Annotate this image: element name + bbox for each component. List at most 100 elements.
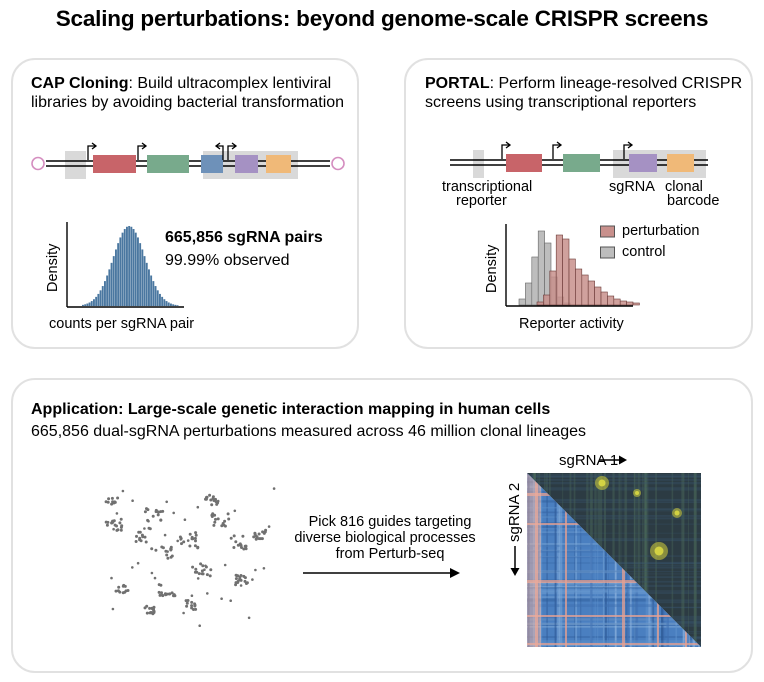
cap-histogram <box>66 222 184 308</box>
umap-point <box>115 528 119 532</box>
cap-cloning-description: : Build ultracomplex lentiviral librarie… <box>31 75 345 111</box>
heatmap-stripe <box>527 586 701 588</box>
heatmap-stripe <box>527 622 701 626</box>
heatmap-stripe <box>527 619 701 621</box>
heatmap-stripe <box>575 473 578 647</box>
umap-point <box>263 530 267 534</box>
umap-point <box>166 556 170 560</box>
umap-point <box>200 572 204 576</box>
interaction-heatmap <box>527 473 701 647</box>
umap-point <box>251 578 254 581</box>
heatmap-stripe <box>527 598 701 602</box>
umap-point <box>168 592 172 596</box>
heatmap-stripe <box>527 473 541 647</box>
cap-hist-bar <box>84 304 87 306</box>
portal-perturbation-bar <box>619 300 627 306</box>
umap-point <box>261 530 265 534</box>
heatmap-stripe <box>527 517 701 520</box>
portal-part-green <box>563 154 600 172</box>
axis-sgrna1-label: sgRNA 1 <box>559 452 619 469</box>
heatmap-stripe <box>527 625 701 628</box>
cap-hist-bar <box>112 256 115 306</box>
umap-point <box>212 523 216 527</box>
heatmap-stripe <box>527 540 701 542</box>
portal-control-bar <box>525 282 533 306</box>
heatmap-stripe <box>527 596 701 599</box>
portal-label-barcode-line1: clonal <box>665 179 703 195</box>
heatmap-stripe <box>655 473 657 647</box>
heatmap-stripe <box>527 508 701 511</box>
portal-part-purple <box>629 154 657 172</box>
umap-point <box>118 521 122 525</box>
cap-hist-bar <box>165 301 168 306</box>
heatmap-stripe <box>624 473 628 647</box>
umap-point <box>149 611 153 615</box>
portal-perturbation-bar <box>632 302 640 306</box>
portal-perturbation-bar <box>594 286 602 306</box>
umap-point <box>148 606 152 610</box>
umap-point <box>143 527 146 530</box>
cap-part-orange <box>266 155 291 173</box>
heatmap-stripe <box>527 474 701 476</box>
umap-point <box>239 584 243 587</box>
portal-ylabel: Density <box>484 244 500 293</box>
umap-point <box>197 572 201 576</box>
umap-point <box>233 509 237 513</box>
heatmap-stripe <box>637 473 639 647</box>
umap-point <box>190 537 194 541</box>
umap-point <box>232 534 236 538</box>
umap-point <box>152 608 155 612</box>
umap-point <box>138 538 142 542</box>
portal-heading: PORTAL <box>425 75 490 92</box>
umap-point <box>152 605 156 609</box>
heatmap-stripe <box>602 473 605 647</box>
heatmap-stripe <box>527 590 701 594</box>
heatmap-stripe <box>527 555 701 557</box>
axis-sgrna2-label: sgRNA 2 <box>506 482 523 542</box>
umap-point <box>229 536 233 540</box>
umap-point <box>157 583 161 587</box>
cap-hist-bar <box>117 243 120 306</box>
umap-point <box>234 577 238 581</box>
umap-point <box>164 593 168 597</box>
heatmap-stripe <box>527 488 701 491</box>
umap-point <box>205 495 209 499</box>
umap-point <box>135 534 138 538</box>
cap-hist-bar <box>137 237 139 306</box>
portal-perturbation-bar <box>600 291 608 306</box>
heatmap-stripe <box>540 473 543 647</box>
umap-point <box>196 546 200 550</box>
umap-point <box>247 616 251 620</box>
cap-part-purple <box>235 155 258 173</box>
umap-point <box>178 535 182 539</box>
heatmap-stripe <box>574 473 576 647</box>
heatmap-stripe <box>634 473 636 647</box>
heatmap-hotspot <box>635 491 639 495</box>
portal-perturbation-bar <box>581 274 589 306</box>
umap-point <box>131 566 134 569</box>
heatmap-stripe <box>671 473 674 647</box>
heatmap-stripe <box>693 473 697 647</box>
heatmap-stripe <box>527 591 701 595</box>
umap-point <box>116 496 120 500</box>
umap-point <box>145 507 148 511</box>
heatmap-stripe <box>527 644 701 647</box>
umap-point <box>144 540 148 544</box>
umap-point <box>147 526 151 530</box>
cap-hist-bar <box>159 293 161 306</box>
portal-perturbation-bar <box>607 295 615 306</box>
umap-point <box>143 510 147 514</box>
umap-point <box>166 550 169 553</box>
umap-point <box>155 510 159 514</box>
cap-part-red <box>93 155 136 173</box>
umap-point <box>245 581 249 585</box>
umap-point <box>114 589 118 593</box>
heatmap-stripe <box>527 587 701 589</box>
cap-construct-diagram <box>31 142 345 179</box>
umap-point <box>182 611 185 615</box>
heatmap-stripe <box>644 473 646 647</box>
umap-point <box>204 564 207 568</box>
umap-point <box>145 611 149 615</box>
cap-hist-bar <box>121 232 124 306</box>
umap-point <box>152 611 156 614</box>
